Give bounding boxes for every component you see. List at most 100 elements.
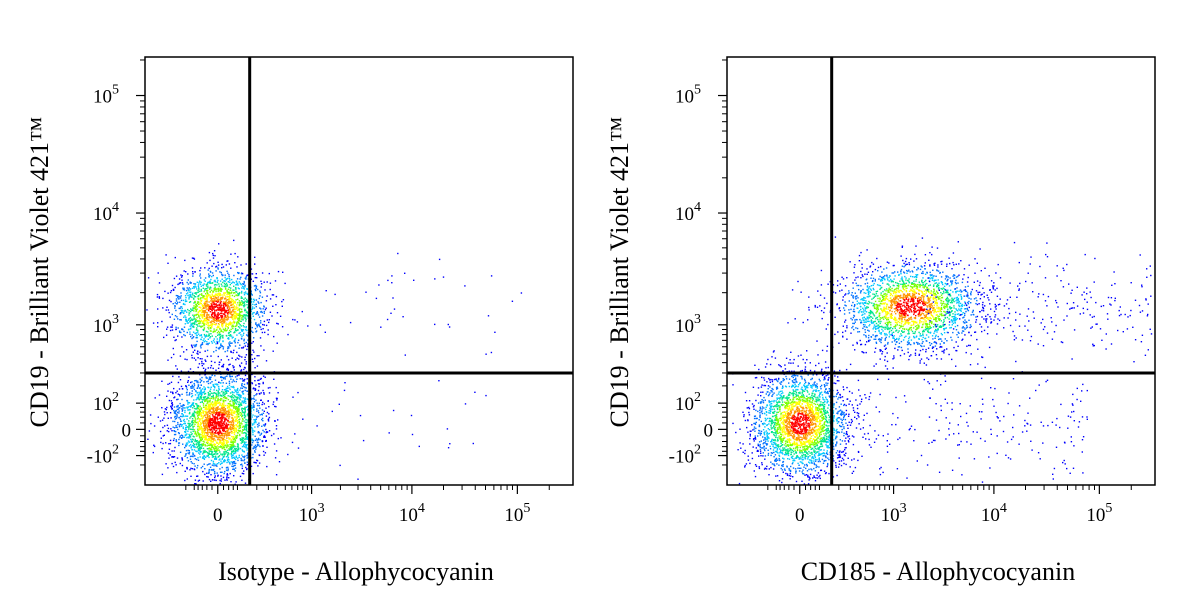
data-point: [186, 322, 188, 324]
data-point: [205, 406, 208, 408]
data-point: [219, 301, 221, 304]
data-point: [254, 419, 256, 421]
data-point: [240, 422, 242, 424]
data-point: [173, 411, 176, 413]
data-point: [206, 401, 209, 403]
data-point: [252, 414, 254, 416]
data-point: [241, 465, 244, 467]
data-point: [205, 399, 208, 401]
data-point: [170, 417, 172, 419]
data-point: [203, 410, 205, 413]
data-point: [253, 299, 256, 301]
data-point: [255, 331, 257, 333]
data-point: [240, 347, 243, 349]
data-point: [195, 321, 197, 323]
data-point: [186, 391, 188, 393]
data-point: [203, 301, 206, 303]
data-point: [904, 275, 906, 278]
data-point: [247, 413, 249, 415]
data-point: [214, 330, 216, 333]
data-point: [240, 301, 242, 303]
data-point: [232, 443, 234, 445]
data-point: [243, 401, 245, 403]
data-point: [204, 370, 206, 372]
data-point: [892, 331, 895, 333]
data-point: [244, 432, 246, 434]
data-point: [186, 437, 188, 439]
data-point: [251, 444, 253, 446]
data-point: [214, 314, 217, 316]
data-point: [237, 293, 240, 296]
data-point: [199, 273, 201, 275]
data-point: [224, 424, 227, 427]
data-point: [272, 294, 275, 296]
data-point: [255, 299, 258, 301]
data-point: [259, 414, 261, 416]
data-point: [185, 289, 188, 292]
data-point: [211, 335, 213, 337]
data-point: [204, 340, 206, 342]
data-point: [211, 456, 214, 458]
data-point: [209, 324, 211, 326]
data-point: [214, 312, 216, 314]
data-point: [860, 298, 862, 301]
data-point: [239, 403, 241, 405]
data-point: [236, 410, 238, 412]
data-point: [240, 328, 243, 331]
data-point: [226, 431, 229, 433]
data-point: [227, 337, 230, 339]
data-point: [250, 465, 253, 467]
data-point: [224, 284, 227, 286]
data-point: [260, 320, 262, 322]
data-point: [215, 349, 217, 352]
data-point: [242, 450, 244, 452]
data-point: [254, 256, 256, 258]
data-point: [228, 338, 230, 340]
data-point: [198, 393, 200, 395]
data-point: [219, 458, 221, 460]
data-point: [220, 309, 222, 311]
data-point: [209, 311, 212, 313]
data-point: [215, 323, 217, 325]
data-point: [221, 458, 223, 460]
data-point: [223, 285, 225, 287]
data-point: [251, 416, 253, 418]
data-point: [211, 314, 213, 317]
data-point: [234, 301, 236, 303]
data-point: [206, 321, 208, 324]
data-point: [202, 406, 205, 408]
data-point: [224, 297, 227, 300]
data-point: [254, 357, 256, 360]
data-point: [230, 441, 232, 443]
data-point: [221, 447, 224, 449]
data-point: [226, 367, 228, 370]
data-point: [236, 393, 238, 396]
data-point: [242, 429, 244, 431]
data-point: [242, 414, 244, 417]
data-point: [182, 288, 185, 291]
data-point: [255, 287, 257, 290]
data-point: [226, 442, 228, 445]
data-point: [205, 360, 207, 362]
data-point: [919, 349, 922, 352]
data-point: [238, 413, 240, 415]
data-point: [198, 414, 200, 416]
data-point: [927, 298, 929, 300]
data-point: [239, 364, 241, 367]
data-point: [194, 332, 196, 335]
data-point: [191, 385, 193, 388]
data-point: [197, 320, 199, 322]
data-point: [183, 418, 185, 421]
data-point: [196, 323, 198, 326]
data-point: [226, 285, 228, 287]
data-point: [229, 281, 231, 283]
data-point: [225, 432, 227, 434]
data-point: [206, 445, 208, 447]
data-point: [229, 424, 231, 426]
data-point: [255, 305, 257, 308]
data-point: [206, 402, 208, 405]
data-point: [246, 315, 248, 317]
data-point: [189, 417, 191, 419]
data-point: [233, 407, 235, 409]
data-point: [221, 471, 223, 473]
